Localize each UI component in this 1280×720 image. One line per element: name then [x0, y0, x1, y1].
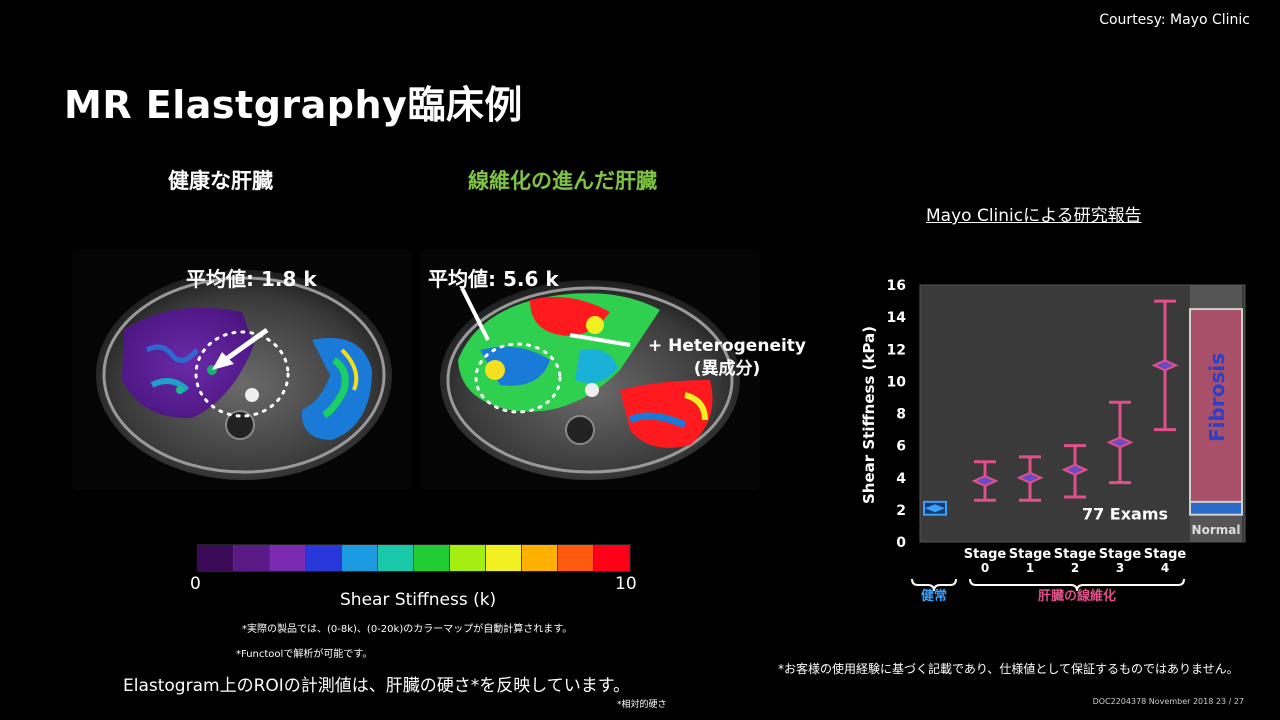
group-fibrosis-label: 肝臓の線維化 [1038, 588, 1116, 604]
scale-title: Shear Stiffness (k) [340, 590, 497, 610]
heterogeneity-label: + Heterogeneity (異成分) [648, 335, 806, 381]
roi-fibrotic-value: 平均値: 5.6 k [428, 267, 559, 291]
x-tick-label: Stage [964, 547, 1007, 562]
chart-ylabel: Shear Stiffness (kPa) [860, 326, 878, 504]
data-point-marker [1151, 359, 1179, 372]
scale-swatch [234, 545, 270, 571]
roi-healthy-value: 平均値: 1.8 k [186, 267, 317, 291]
scale-swatch [486, 545, 522, 571]
bottom-footnote: *相対的硬さ [617, 700, 667, 710]
x-tick-label: 0 [981, 561, 989, 575]
y-tick-label: 6 [896, 439, 906, 455]
label-fibrotic-liver: 線維化の進んだ肝臓 [468, 169, 657, 193]
scale-swatch [558, 545, 594, 571]
scale-swatch [306, 545, 342, 571]
fibrosis-band [1189, 308, 1243, 508]
scale-min-label: 0 [190, 574, 201, 594]
mri-healthy-liver [72, 250, 412, 490]
courtesy-text: Courtesy: Mayo Clinic [1099, 12, 1250, 28]
x-tick-label: 2 [1071, 561, 1079, 575]
scale-swatch [342, 545, 378, 571]
color-scale-bar [197, 544, 631, 572]
x-tick-label: Stage [1099, 547, 1142, 562]
y-tick-label: 0 [896, 535, 906, 551]
bottom-summary-text: Elastogram上のROIの計測値は、肝臓の硬さ*を反映しています。 [123, 676, 631, 696]
brace-fibrosis [969, 578, 1185, 592]
x-tick-label: 1 [1026, 561, 1034, 575]
exams-annotation: 77 Exams [1082, 505, 1168, 524]
y-tick-label: 12 [887, 342, 906, 358]
data-point-marker [1061, 463, 1089, 476]
y-tick-label: 14 [887, 310, 907, 326]
scale-swatch [270, 545, 306, 571]
note-colormap: *実際の製品では、(0-8k)、(0-20k)のカラーマップが自動計算されます。 [242, 624, 573, 635]
fibrosis-label: Fibrosis [1205, 353, 1229, 442]
data-point-marker [925, 504, 945, 513]
normal-label: Normal [1192, 523, 1241, 537]
x-tick-label: 3 [1116, 561, 1124, 575]
y-tick-label: 2 [896, 503, 906, 519]
x-tick-label: Stage [1009, 547, 1052, 562]
scale-swatch [378, 545, 414, 571]
x-tick-label: Stage [1054, 547, 1097, 562]
data-point-marker [1016, 471, 1044, 484]
y-tick-label: 8 [896, 407, 906, 423]
x-tick-label: Stage [1144, 547, 1187, 562]
scale-swatch [450, 545, 486, 571]
document-id: DOC2204378 November 2018 23 / 27 [1092, 697, 1244, 706]
x-tick-label: 4 [1161, 561, 1169, 575]
data-point-marker [1106, 436, 1134, 449]
stiffness-chart: Shear Stiffness (kPa) 0246810121416Fibro… [860, 278, 1246, 604]
data-point-marker [971, 474, 999, 488]
group-normal-label: 健常 [921, 588, 947, 604]
mayo-study-title: Mayo Clinicによる研究報告 [926, 206, 1142, 226]
mri-fibrotic-liver [420, 250, 760, 490]
scale-swatch [414, 545, 450, 571]
scale-swatch [594, 545, 630, 571]
scale-max-label: 10 [615, 574, 637, 594]
page-title: MR Elastgraphy臨床例 [64, 83, 523, 127]
normal-band [1189, 500, 1243, 516]
brace-normal [911, 578, 957, 592]
y-tick-label: 10 [887, 374, 907, 390]
scale-swatch [522, 545, 558, 571]
note-functool: *Functoolで解析が可能です。 [236, 649, 373, 660]
y-tick-label: 4 [896, 471, 906, 487]
heterogeneity-line2: (異成分) [693, 359, 761, 379]
y-tick-label: 16 [887, 278, 906, 294]
label-healthy-liver: 健康な肝臓 [168, 169, 273, 193]
scale-swatch [198, 545, 234, 571]
disclaimer-text: *お客様の使用経験に基づく記載であり、仕様値として保証するものではありません。 [778, 662, 1239, 676]
heterogeneity-line1: + Heterogeneity [648, 336, 807, 356]
